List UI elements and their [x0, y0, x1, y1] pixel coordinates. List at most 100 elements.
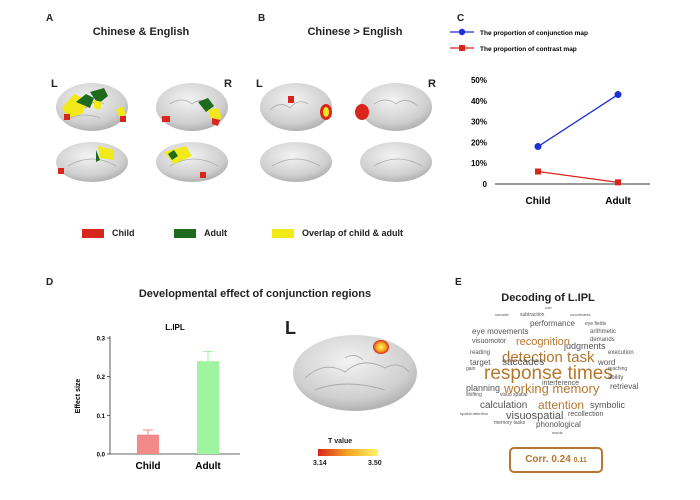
chart-c-legend: The proportion of conjunction map The pro…	[450, 28, 588, 53]
word-cloud: corr somatic subtraction coordinates perform…	[460, 300, 640, 440]
chart-c-marks	[534, 91, 622, 186]
panel-c-letter: C	[457, 13, 465, 24]
word-cloud-term: arithmetic	[590, 329, 617, 335]
panel-e-letter: E	[455, 277, 462, 288]
bar-child	[137, 434, 159, 454]
legend-label-overlap: Overlap of child & adult	[302, 228, 404, 238]
brain-b-medial-left	[260, 142, 332, 182]
corr-sub: 0.11	[573, 457, 587, 464]
panel-c-line-chart: The proportion of conjunction map The pro…	[450, 28, 650, 207]
word-cloud-term: performance	[530, 319, 575, 328]
word-cloud-term: calculation	[480, 400, 528, 411]
panel-a-hemi-left: L	[51, 78, 58, 90]
word-cloud-term: coordinates	[570, 312, 591, 317]
chart-d-marks	[137, 351, 219, 454]
legend-swatch-child	[82, 229, 104, 238]
panel-b-hemi-left: L	[256, 78, 263, 90]
word-cloud-term: target	[470, 358, 491, 367]
brain-a-medial-right	[156, 142, 228, 182]
series-line-1	[537, 170, 619, 183]
word-cloud-term: reading	[470, 350, 491, 356]
bar-adult	[197, 361, 219, 454]
point-1-1	[615, 179, 621, 186]
y-tick-label: 0.1	[97, 414, 106, 420]
point-1-0	[535, 168, 541, 175]
word-cloud-term: shifting	[466, 392, 482, 398]
panel-a-hemi-right: R	[224, 78, 232, 90]
y-tick-label: 0.0	[97, 453, 106, 459]
brain-a-medial-left	[56, 142, 128, 182]
legend-label-1: The proportion of contrast map	[480, 46, 577, 53]
legend-swatch-adult	[174, 229, 196, 238]
y-tick-label: 30%	[471, 118, 487, 127]
panel-e-title: Decoding of L.IPL	[501, 292, 595, 304]
word-cloud-term: demands	[590, 337, 615, 343]
brain-b-medial-right	[360, 142, 432, 182]
word-cloud-term: attention	[538, 398, 585, 412]
word-cloud-term: symbolic	[590, 400, 626, 410]
x-tick-label: Adult	[195, 461, 221, 472]
panel-b-hemi-right: R	[428, 78, 436, 90]
corr-box: Corr. 0.24 0.11	[509, 447, 603, 473]
word-cloud-term: detection task	[502, 349, 595, 366]
panel-d-hemi: L	[285, 318, 296, 338]
panel-d-bar-chart: L.IPL Effect size 0.0 0.1 0.2 0.3 Child Adult	[75, 323, 240, 472]
panel-b-letter: B	[258, 13, 266, 24]
y-tick-label: 0.2	[97, 375, 106, 381]
word-cloud-term: recollection	[568, 411, 604, 418]
legend-label-adult: Adult	[204, 228, 227, 238]
panel-b-brains	[260, 83, 432, 182]
panel-a-title: Chinese & English	[92, 26, 190, 38]
brain-a-lateral-right	[156, 83, 228, 131]
word-cloud-term: gain	[466, 366, 476, 372]
word-cloud-term: execution	[608, 350, 634, 356]
y-tick-label: 10%	[471, 159, 487, 168]
bar-chart-ylabel: Effect size	[75, 379, 82, 414]
word-cloud-term: retrieval	[610, 382, 639, 391]
x-tick-label: Adult	[605, 196, 631, 207]
word-cloud-term: visuospatial	[506, 410, 564, 422]
point-0-1	[614, 91, 622, 99]
brain-a-lateral-left	[56, 83, 128, 131]
word-cloud-term: visuomotor	[472, 338, 507, 345]
word-cloud-term: response times	[484, 363, 613, 384]
word-cloud-term: somatic	[495, 312, 509, 317]
word-cloud-term: eye fields	[585, 321, 607, 327]
word-cloud-term: recognition	[516, 336, 570, 348]
word-cloud-term: memory tasks	[494, 420, 526, 426]
word-cloud-term: subtraction	[520, 312, 545, 318]
word-cloud-term: working memory	[504, 381, 600, 396]
panel-d-brain	[293, 335, 417, 411]
series-line-0	[537, 94, 619, 148]
word-cloud-term: saccades	[502, 357, 545, 368]
bar-chart-title: L.IPL	[165, 323, 185, 332]
word-cloud-term: planning	[466, 383, 501, 393]
y-tick-label: 50%	[471, 76, 487, 85]
y-tick-label: 0.3	[97, 337, 106, 343]
word-cloud-term: phonological	[536, 420, 581, 429]
colorbar-max: 3.50	[368, 460, 382, 467]
panel-d-title: Developmental effect of conjunction regi…	[138, 288, 372, 300]
corr-label: Corr.	[525, 454, 549, 465]
legend-label-0: The proportion of conjunction map	[480, 30, 588, 37]
word-cloud-term: spatial attention	[460, 411, 489, 416]
brain-b-lateral-right	[355, 83, 432, 131]
legend-label-child: Child	[112, 228, 135, 238]
word-cloud-term: eye movements	[472, 327, 529, 336]
y-tick-label: 40%	[471, 97, 487, 106]
y-tick-label: 20%	[471, 138, 487, 147]
x-tick-label: Child	[526, 196, 551, 207]
corr-value: 0.24	[551, 454, 571, 465]
point-0-0	[534, 143, 542, 151]
y-tick-label: 0	[483, 180, 488, 189]
chart-c-axes: 0 10% 20% 30% 40% 50% Child Adult	[471, 76, 650, 207]
panel-a-brains	[56, 83, 228, 182]
word-cloud-term: words	[552, 430, 563, 435]
word-cloud-term: visuo spatial	[500, 392, 528, 398]
word-cloud-term: judgments	[564, 341, 606, 351]
panel-d-letter: D	[46, 277, 54, 288]
word-cloud-term: word	[598, 358, 616, 367]
legend-marker-0	[458, 28, 466, 36]
colorbar-min: 3.14	[313, 460, 327, 467]
word-cloud-term: corr	[545, 305, 552, 310]
